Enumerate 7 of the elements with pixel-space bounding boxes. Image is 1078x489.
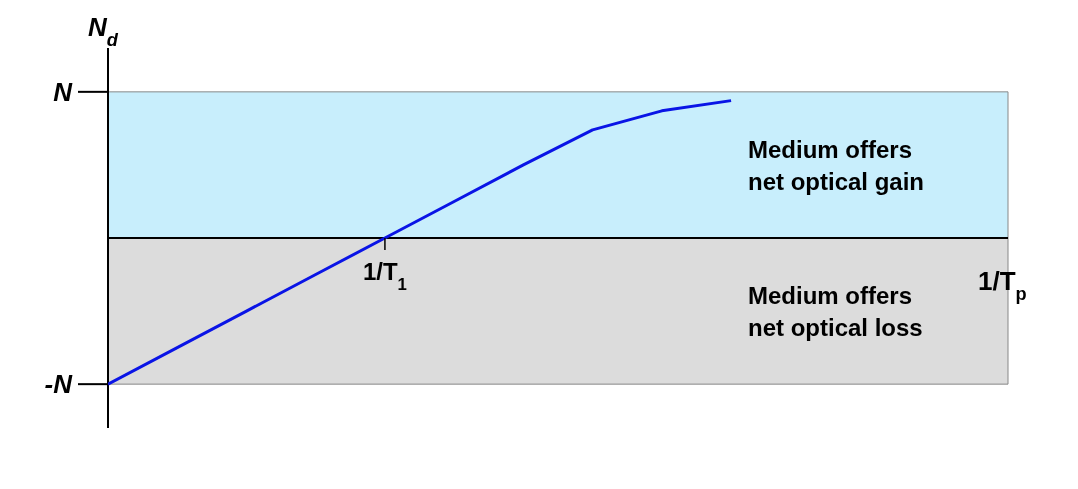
text: -N	[44, 369, 74, 400]
text: N	[53, 76, 74, 107]
band-label: Medium offers net optical loss	[748, 282, 923, 342]
y-axis-title: N$_{d}$	[88, 12, 119, 50]
band-label: Medium offers net optical gain	[748, 135, 925, 195]
annotation: 1/T$_{1}$	[362, 258, 407, 294]
x-axis-title: 1/T$_{p}$	[978, 266, 1027, 304]
